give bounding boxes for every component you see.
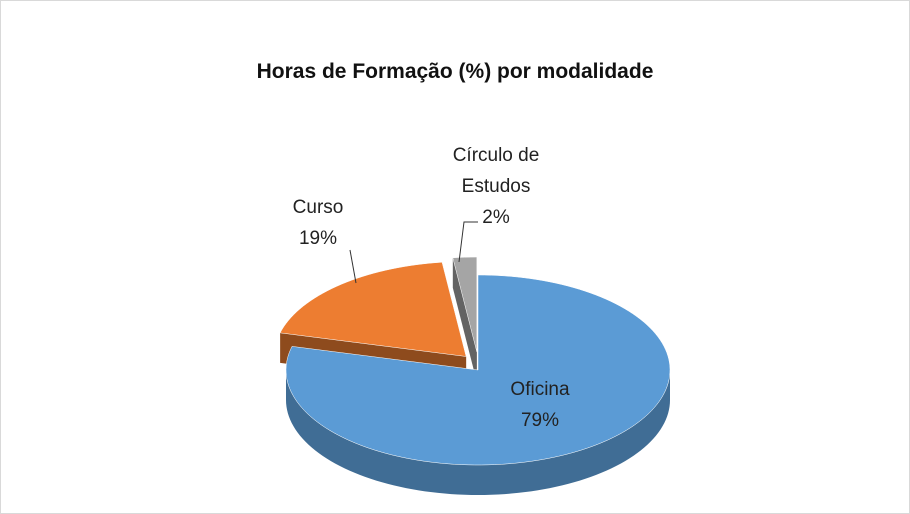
data-label: Oficina 79%	[470, 374, 610, 436]
label-value: 2%	[482, 207, 510, 228]
leader-line	[458, 221, 478, 263]
data-label: Círculo de Estudos 2%	[431, 140, 561, 233]
label-value: 19%	[298, 228, 338, 249]
slice-cut-face	[452, 257, 477, 383]
pie-slice	[279, 261, 467, 357]
label-category: Curso	[292, 197, 344, 218]
leader-line	[349, 249, 357, 284]
pie-slice	[452, 256, 478, 353]
pie-slice	[285, 274, 671, 466]
data-label: Curso 19%	[258, 192, 378, 254]
chart-title: Horas de Formação (%) por modalidade	[256, 60, 654, 83]
pie	[279, 256, 671, 495]
label-category: Círculo de Estudos	[452, 145, 540, 197]
label-value: 79%	[520, 410, 560, 431]
label-category: Oficina	[510, 379, 570, 400]
slice-side	[286, 370, 670, 495]
